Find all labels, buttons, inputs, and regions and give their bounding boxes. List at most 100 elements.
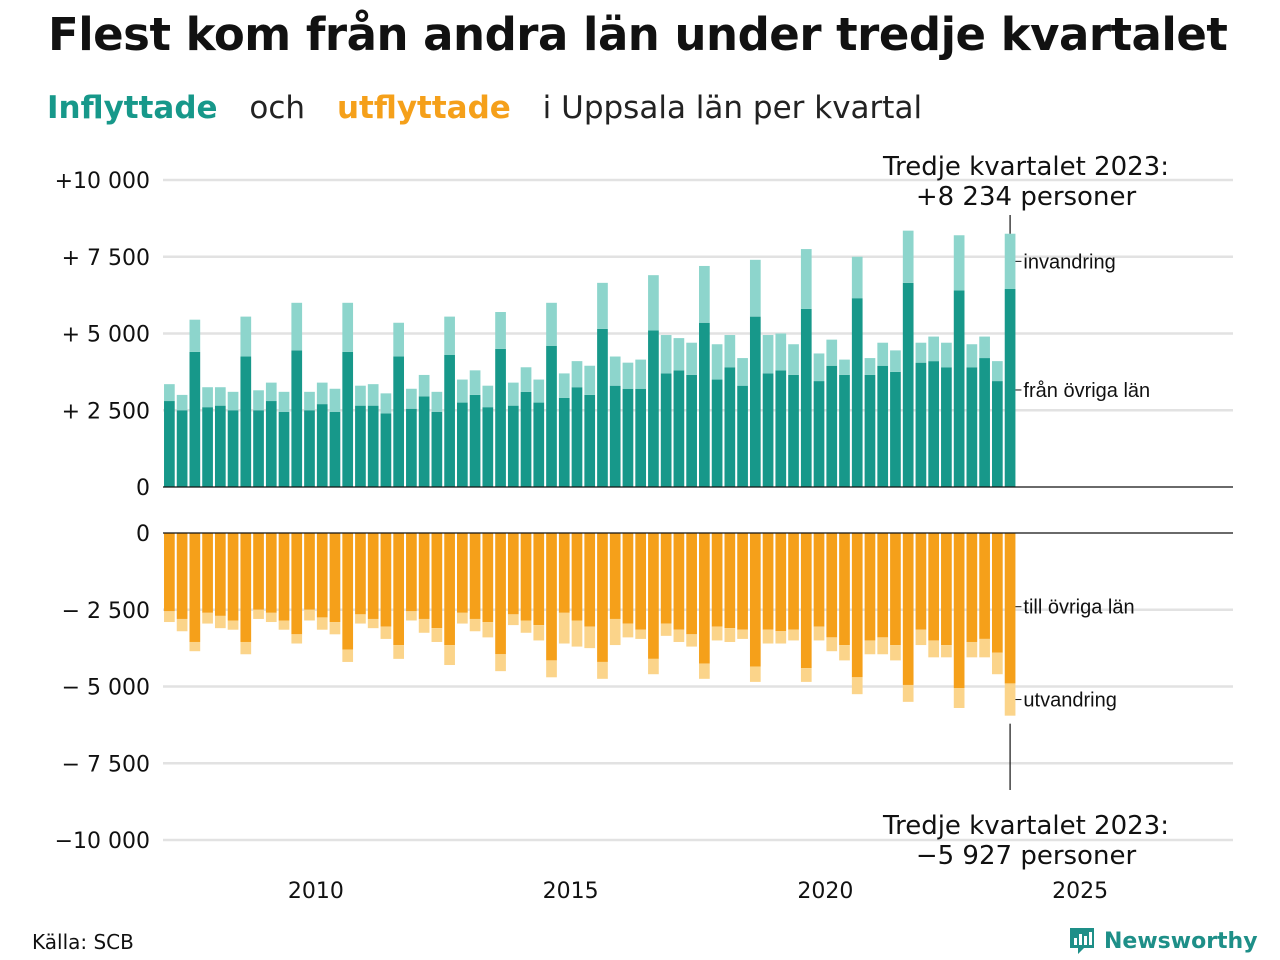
bar-utvandring xyxy=(355,614,366,624)
bar-till-ovriga-lan xyxy=(813,533,825,627)
bar-fran-ovriga-lan xyxy=(851,298,863,487)
axis-labels: 0 + 2 500 + 5 000 + 7 500 +10 000 0 − 2 500 − 5… xyxy=(55,169,1109,904)
bar-till-ovriga-lan xyxy=(966,533,978,642)
bar-utvandring xyxy=(456,612,468,624)
bar-fran-ovriga-lan xyxy=(240,356,252,487)
bar-till-ovriga-lan xyxy=(342,533,354,650)
bar-fran-ovriga-lan xyxy=(648,330,659,487)
bar-utvandring xyxy=(406,611,417,621)
bar-utvandring xyxy=(660,623,672,636)
bar-fran-ovriga-lan xyxy=(265,401,277,487)
label-utvandring: utvandring xyxy=(1023,690,1116,712)
bar-fran-ovriga-lan xyxy=(902,282,914,487)
bar-invandring xyxy=(953,235,965,291)
bar-utvandring xyxy=(749,666,761,682)
bar-till-ovriga-lan xyxy=(775,533,787,632)
x-tick-label: 2020 xyxy=(797,879,853,904)
gridlines xyxy=(163,178,1233,842)
bar-till-ovriga-lan xyxy=(380,533,392,627)
bar-utvandring xyxy=(444,645,455,666)
y-tick-label: 0 xyxy=(136,522,150,547)
bar-fran-ovriga-lan xyxy=(584,394,596,487)
bar-till-ovriga-lan xyxy=(558,533,570,613)
bar-utvandring xyxy=(737,629,748,639)
bar-utvandring xyxy=(673,629,685,642)
bar-invandring xyxy=(635,359,647,389)
bar-fran-ovriga-lan xyxy=(953,290,965,487)
bar-fran-ovriga-lan xyxy=(164,401,175,487)
bar-till-ovriga-lan xyxy=(291,533,303,635)
bar-utvandring xyxy=(164,611,175,623)
bar-till-ovriga-lan xyxy=(1004,533,1016,684)
bar-fran-ovriga-lan xyxy=(380,413,392,487)
bar-invandring xyxy=(533,379,545,403)
bar-utvandring xyxy=(520,620,532,633)
bar-till-ovriga-lan xyxy=(164,533,175,612)
bar-till-ovriga-lan xyxy=(495,533,506,655)
bar-till-ovriga-lan xyxy=(533,533,545,626)
bar-fran-ovriga-lan xyxy=(304,410,315,487)
bar-fran-ovriga-lan xyxy=(558,397,570,487)
annotation-top-line2: +8 234 personer xyxy=(916,182,1137,212)
bar-invandring xyxy=(902,230,914,283)
bar-fran-ovriga-lan xyxy=(546,345,557,487)
bar-invandring xyxy=(240,316,252,357)
bar-till-ovriga-lan xyxy=(609,533,621,619)
bar-till-ovriga-lan xyxy=(520,533,532,621)
bar-invandring xyxy=(393,322,405,357)
bar-utvandring xyxy=(278,620,290,630)
bar-utvandring xyxy=(991,652,1003,675)
bar-utvandring xyxy=(571,620,583,647)
y-tick-label: −10 000 xyxy=(55,829,150,854)
bar-till-ovriga-lan xyxy=(406,533,417,612)
bar-invandring xyxy=(597,282,608,329)
bar-till-ovriga-lan xyxy=(941,533,952,646)
chart-title: Flest kom från andra län under tredje kv… xyxy=(48,8,1228,61)
bar-invandring xyxy=(915,342,927,363)
bar-fran-ovriga-lan xyxy=(202,407,213,487)
bar-till-ovriga-lan xyxy=(902,533,914,685)
bar-fran-ovriga-lan xyxy=(749,316,761,487)
bar-utvandring xyxy=(928,640,940,658)
bar-invandring xyxy=(214,387,226,406)
bar-till-ovriga-lan xyxy=(444,533,455,646)
bar-utvandring xyxy=(304,609,315,621)
axes xyxy=(163,486,1233,534)
bar-till-ovriga-lan xyxy=(991,533,1003,653)
bar-invandring xyxy=(189,319,201,352)
bar-fran-ovriga-lan xyxy=(737,385,748,487)
bar-till-ovriga-lan xyxy=(788,533,799,630)
bar-utvandring xyxy=(788,629,799,641)
bar-till-ovriga-lan xyxy=(571,533,583,621)
bar-fran-ovriga-lan xyxy=(227,410,239,487)
bar-utvandring xyxy=(240,641,252,655)
bar-utvandring xyxy=(265,612,277,623)
bar-invandring xyxy=(520,367,532,392)
bar-till-ovriga-lan xyxy=(737,533,748,630)
label-till-ovriga-lan: till övriga län xyxy=(1023,597,1134,619)
bar-till-ovriga-lan xyxy=(456,533,468,613)
bar-fran-ovriga-lan xyxy=(253,410,264,487)
brand-logo: Newsworthy xyxy=(1068,924,1258,958)
bar-fran-ovriga-lan xyxy=(406,408,417,487)
bar-fran-ovriga-lan xyxy=(469,394,481,487)
bar-till-ovriga-lan xyxy=(240,533,252,642)
bar-fran-ovriga-lan xyxy=(278,411,290,487)
bar-fran-ovriga-lan xyxy=(800,308,812,487)
bar-fran-ovriga-lan xyxy=(418,396,430,487)
bar-invandring xyxy=(495,312,506,349)
label-fran-ovriga-lan: från övriga län xyxy=(1023,380,1150,402)
bar-utvandring xyxy=(775,631,787,644)
bar-invandring xyxy=(227,391,239,411)
bar-utvandring xyxy=(507,614,519,626)
subtitle-rest: i Uppsala län per kvartal xyxy=(542,90,923,126)
bar-fran-ovriga-lan xyxy=(979,358,990,487)
bar-fran-ovriga-lan xyxy=(342,351,354,487)
y-tick-label: 0 xyxy=(136,476,150,501)
chart-subtitle: Inflyttade och utflyttade i Uppsala län … xyxy=(47,90,944,126)
inflow-bars xyxy=(164,230,1016,487)
bar-invandring xyxy=(469,370,481,395)
bar-invandring xyxy=(928,336,940,362)
bar-utvandring xyxy=(597,661,608,679)
